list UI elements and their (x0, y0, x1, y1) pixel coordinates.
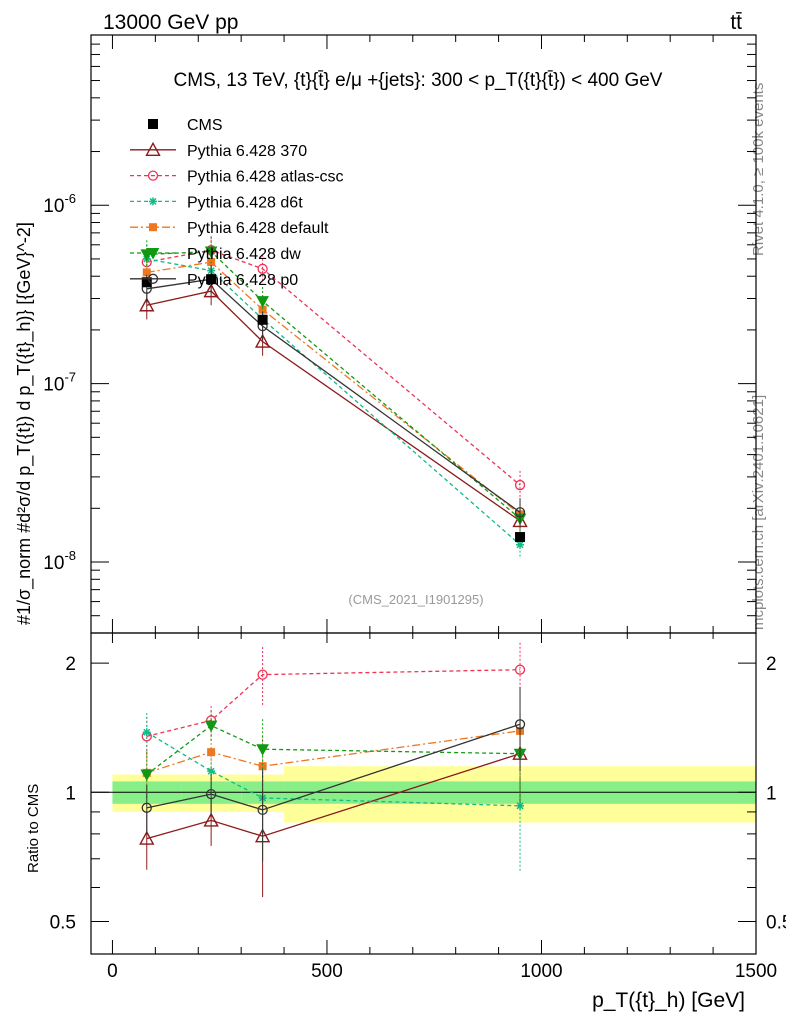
x-tick-label: 1500 (735, 961, 777, 982)
legend: CMS Pythia 6.428 370 Pythia 6.428 atlas-cs… (130, 117, 344, 289)
series-point (256, 296, 269, 308)
header-right: tt̄ (730, 11, 742, 34)
series-1 (141, 236, 526, 759)
legend-label: Pythia 6.428 370 (187, 143, 307, 160)
rivet-label: Rivet 4.1.0, ≥ 100k events (750, 83, 767, 256)
legend-label: Pythia 6.428 d6t (187, 194, 303, 211)
x-tick-label: 1000 (520, 961, 562, 982)
series-ratio-point (204, 720, 218, 733)
legend-marker (147, 273, 159, 284)
series-ratio-point (258, 762, 267, 771)
series-ratio-line (146, 723, 521, 811)
series-point (514, 507, 526, 518)
ratio-tick-label-right: 0.5 (766, 912, 786, 933)
legend-marker (146, 248, 160, 260)
y-tick-label: 10-6 (43, 191, 76, 217)
data-point (141, 277, 152, 288)
y-tick-label: 10-8 (43, 548, 76, 574)
data-point (257, 314, 268, 325)
legend-label: Pythia 6.428 dw (187, 246, 301, 263)
series-ratio-line (146, 730, 521, 774)
series-point (258, 305, 267, 314)
series-ratio-point (256, 744, 269, 756)
legend-marker-data (148, 119, 158, 129)
series-line (146, 278, 521, 513)
series-point (514, 479, 526, 491)
legend-marker (149, 197, 157, 206)
ratio-tick-label-right: 1 (766, 783, 777, 804)
series-ratio-point (203, 812, 219, 827)
x-tick-label: 500 (311, 961, 343, 982)
series-3 (142, 247, 525, 802)
ratio-tick-label-right: 2 (766, 654, 777, 675)
series-ratio-point (257, 804, 268, 816)
series-ratio-point (514, 664, 526, 675)
x-tick-label: 0 (107, 961, 118, 982)
series-line (146, 261, 521, 515)
legend-label: Pythia 6.428 atlas-csc (187, 169, 344, 186)
ratio-tick-label: 2 (65, 654, 76, 675)
data-point (206, 274, 217, 285)
legend-label: Pythia 6.428 default (187, 220, 329, 237)
series-ratio-point (139, 830, 155, 845)
series-ratio-line (146, 731, 521, 807)
series-4 (140, 237, 527, 806)
ratio-tick-label: 1 (65, 783, 76, 804)
series-ratio-point (257, 669, 268, 680)
series-point (254, 333, 271, 348)
chart-title: CMS, 13 TeV, {t}{t̄} e/μ +{jets}: 300 < … (174, 70, 663, 91)
series-point (142, 268, 151, 277)
ratio-frame (90, 632, 757, 955)
data-point (515, 532, 526, 543)
series-point (204, 246, 218, 259)
series-ratio-point (140, 769, 154, 782)
series-line (146, 290, 521, 522)
series-ratio-point (141, 802, 152, 813)
series-ratio-point (207, 767, 216, 776)
series-point (203, 283, 219, 298)
series-ratio-line (146, 669, 521, 737)
series-point (139, 297, 155, 312)
series-ratio-point (514, 719, 526, 730)
ratio-tick-label: 0.5 (50, 912, 76, 933)
series-line (146, 258, 521, 546)
mcplots-label: mcplots.cern.ch [arXiv:2401.10621] (750, 395, 767, 630)
series-ratio-point (205, 789, 217, 800)
series-5 (141, 265, 526, 862)
legend-label: Pythia 6.428 p0 (187, 272, 298, 289)
series-point (257, 263, 268, 274)
series-ratio-line (146, 753, 521, 840)
series-line (146, 250, 521, 520)
y-tick-label: 10-7 (43, 370, 76, 396)
series-ratio-line (146, 724, 521, 776)
series-ratio-point (516, 801, 525, 810)
series-line (146, 249, 521, 486)
header-left: 13000 GeV pp (103, 11, 238, 34)
y-axis-label: #1/σ_norm #d²σ/d p_T({t}) d p_T({t}_h)} … (14, 222, 35, 625)
series-point (516, 540, 525, 549)
series-ratio-point (142, 728, 151, 737)
x-axis-label: p_T({t}_h) [GeV] (592, 989, 745, 1012)
series-ratio-point (207, 748, 216, 757)
legend-marker (145, 141, 161, 157)
legend-label: CMS (187, 117, 223, 134)
legend-marker (147, 170, 159, 181)
ratio-axis-label: Ratio to CMS (25, 784, 42, 873)
legend-marker (149, 223, 157, 232)
analysis-id: (CMS_2021_I1901295) (348, 592, 483, 607)
